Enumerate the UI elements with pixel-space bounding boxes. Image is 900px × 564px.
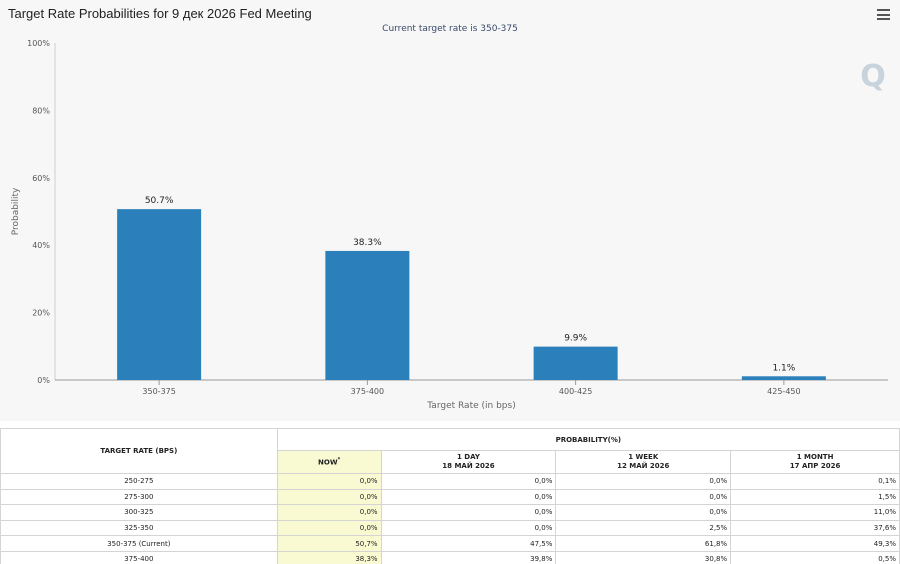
rate-cell: 300-325 — [0, 504, 278, 521]
target-rate-header: TARGET RATE (BPS) — [0, 428, 278, 474]
chart-subtitle: Current target rate is 350-375 — [382, 24, 518, 34]
one-week-cell: 0,0% — [555, 488, 732, 506]
now-cell: 0,0% — [276, 473, 382, 490]
one-month-cell: 37,6% — [730, 519, 900, 537]
x-axis-title: Target Rate (in bps) — [426, 401, 515, 411]
watermark-logo: Q — [860, 59, 886, 94]
one-week-cell: 0,0% — [555, 504, 732, 521]
table-row: 325-350 0,0% 0,0% 2,5% 37,6% — [0, 519, 900, 537]
one-month-cell: 11,0% — [730, 504, 900, 521]
y-tick-label: 60% — [32, 174, 50, 183]
rate-cell: 325-350 — [0, 519, 278, 537]
bar — [533, 346, 618, 380]
now-cell: 0,0% — [276, 519, 382, 537]
table-row: 300-325 0,0% 0,0% 0,0% 11,0% — [0, 504, 900, 521]
now-column-header: NOW* — [276, 450, 382, 474]
one-week-column-header: 1 WEEK 12 МАЙ 2026 — [555, 450, 732, 474]
rate-cell: 375-400 — [0, 550, 278, 564]
table-row: 350-375 (Current) 50,7% 47,5% 61,8% 49,3% — [0, 535, 900, 552]
one-day-cell: 0,0% — [380, 504, 557, 521]
data-label: 38.3% — [353, 238, 382, 248]
now-cell: 38,3% — [276, 550, 382, 564]
one-day-cell: 0,0% — [380, 488, 557, 506]
one-day-column-header: 1 DAY 18 МАЙ 2026 — [380, 450, 557, 474]
rate-cell: 350-375 (Current) — [0, 535, 278, 552]
x-tick-label: 350-375 — [142, 387, 175, 396]
y-tick-label: 80% — [32, 106, 50, 115]
now-cell: 0,0% — [276, 504, 382, 521]
one-day-cell: 0,0% — [380, 519, 557, 537]
table-row: 375-400 38,3% 39,8% 30,8% 0,5% — [0, 550, 900, 564]
chart-title: Target Rate Probabilities for 9 дек 2026… — [8, 6, 312, 21]
one-month-cell: 0,1% — [730, 473, 900, 490]
one-month-cell: 0,5% — [730, 550, 900, 564]
chart-panel: Q 0% 20% 40% 60% 80% 100% 50.7% 350-375 38.3% 375-… — [8, 6, 890, 411]
y-tick-label: 40% — [32, 241, 50, 250]
y-tick-label: 20% — [32, 309, 50, 318]
asterisk: * — [337, 457, 341, 464]
one-day-cell: 39,8% — [380, 550, 557, 564]
rate-cell: 275-300 — [0, 488, 278, 506]
probability-table: TARGET RATE (BPS) PROBABILITY(%) NOW* 1 … — [0, 428, 900, 564]
one-month-cell: 49,3% — [730, 535, 900, 552]
bar — [117, 209, 202, 380]
bar-chart: Q 0% 20% 40% 60% 80% 100% 50.7% 350-375 38.3% 375-… — [11, 39, 888, 411]
x-tick-label: 425-450 — [767, 387, 800, 396]
now-cell: 50,7% — [276, 535, 382, 552]
data-label: 9.9% — [564, 334, 587, 344]
x-tick-label: 375-400 — [351, 387, 384, 396]
one-day-cell: 47,5% — [380, 535, 557, 552]
one-week-cell: 30,8% — [555, 550, 732, 564]
one-week-cell: 0,0% — [555, 473, 732, 490]
y-tick-label: 100% — [27, 39, 50, 48]
one-week-cell: 61,8% — [555, 535, 732, 552]
one-month-cell: 1,5% — [730, 488, 900, 506]
now-cell: 0,0% — [276, 488, 382, 506]
bar — [325, 250, 410, 380]
y-axis-title: Probability — [11, 187, 21, 235]
y-tick-label: 0% — [37, 376, 50, 385]
hamburger-menu-icon[interactable] — [877, 9, 890, 20]
probability-header: PROBABILITY(%) — [276, 428, 900, 451]
data-label: 50.7% — [145, 196, 174, 206]
one-month-column-header: 1 MONTH 17 АПР 2026 — [730, 450, 900, 474]
one-day-cell: 0,0% — [380, 473, 557, 490]
table-row: 250-275 0,0% 0,0% 0,0% 0,1% — [0, 473, 900, 490]
rate-cell: 250-275 — [0, 473, 278, 490]
table-row: 275-300 0,0% 0,0% 0,0% 1,5% — [0, 488, 900, 506]
one-week-cell: 2,5% — [555, 519, 732, 537]
data-label: 1.1% — [772, 363, 795, 373]
bar — [741, 376, 826, 380]
x-tick-label: 400-425 — [559, 387, 592, 396]
